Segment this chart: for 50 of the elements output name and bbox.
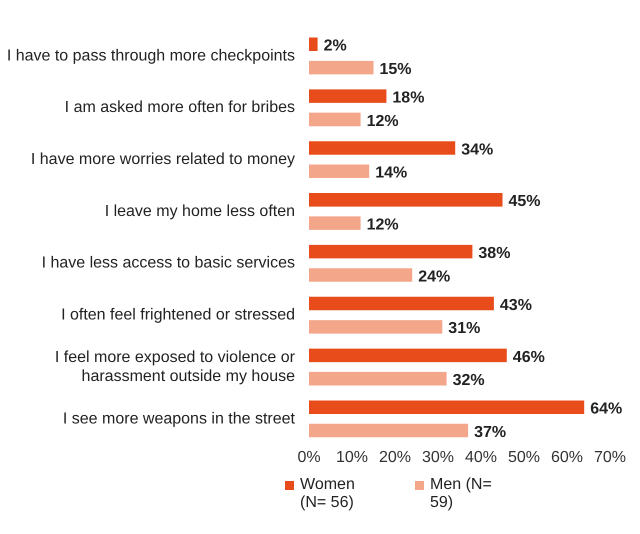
x-tick-label: 50%	[508, 448, 540, 466]
y-tick-label: I often feel frightened or stressed	[61, 306, 295, 324]
data-label: 32%	[452, 372, 485, 390]
data-label: 38%	[478, 245, 510, 262]
data-label: 31%	[448, 320, 480, 338]
bar	[309, 244, 472, 258]
bar	[309, 37, 318, 52]
x-tick-label: 20%	[378, 448, 412, 466]
bar	[309, 112, 361, 126]
bar	[309, 348, 507, 362]
x-tick-label: 30%	[422, 448, 454, 466]
bar	[309, 216, 361, 230]
bar	[309, 141, 456, 155]
data-label: 2%	[324, 38, 347, 55]
x-tick-label: 0%	[297, 448, 321, 466]
bar	[309, 400, 584, 414]
legend-label: Women (N= 56)	[300, 476, 356, 512]
y-tick-label: I have less access to basic services	[42, 254, 295, 272]
bar	[309, 164, 370, 178]
y-tick-label: I feel more exposed to violence or harassment outside my house	[54, 348, 296, 386]
data-label: 24%	[418, 268, 450, 286]
bar	[309, 60, 374, 74]
y-tick-label: I have more worries related to money	[30, 151, 295, 168]
bar	[309, 372, 447, 386]
x-tick-label: 70%	[594, 448, 626, 466]
y-tick-label: I have to pass through more checkpoints	[6, 47, 295, 64]
data-label: 15%	[380, 60, 412, 78]
data-label: 14%	[375, 164, 408, 182]
data-label: 45%	[508, 193, 541, 210]
data-label: 43%	[500, 296, 532, 314]
bar	[309, 320, 442, 334]
bar	[309, 193, 502, 207]
y-tick-label: I am asked more often for bribes	[64, 99, 295, 116]
bar	[309, 268, 412, 282]
y-tick-label: I leave my home less often	[104, 202, 295, 220]
data-label: 12%	[366, 112, 399, 130]
data-label: 46%	[512, 348, 545, 366]
bar	[309, 424, 468, 438]
x-tick-label: 60%	[550, 448, 584, 466]
data-label: 64%	[590, 400, 622, 418]
bar	[309, 89, 386, 103]
y-tick-label: I see more weapons in the street	[62, 410, 296, 428]
data-label: 12%	[366, 216, 399, 234]
legend-label: Men (N= 59)	[430, 476, 493, 512]
x-tick-label: 10%	[336, 448, 368, 466]
data-label: 18%	[392, 90, 424, 107]
bar	[309, 296, 494, 310]
x-tick-label: 40%	[464, 448, 498, 466]
data-label: 37%	[474, 424, 506, 441]
data-label: 34%	[461, 141, 494, 158]
